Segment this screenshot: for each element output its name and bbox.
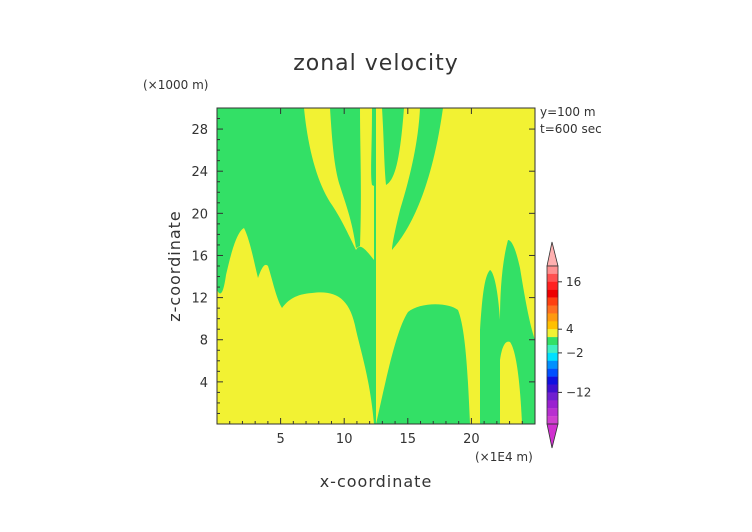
region-yellow-left <box>217 228 374 424</box>
y-axis-ticks: 4 8 12 16 20 24 28 <box>191 118 535 414</box>
colorbar-band <box>547 273 558 282</box>
colorbar-band <box>547 352 558 361</box>
annotation-y: y=100 m <box>540 105 596 119</box>
y-tick-label: 12 <box>191 292 208 307</box>
region-yellow-right-main <box>376 108 535 424</box>
colorbar-frame <box>546 265 559 425</box>
y-unit-label: (×1000 m) <box>143 78 208 92</box>
region-yellow-center-top <box>304 108 374 260</box>
y-tick-label: 20 <box>191 207 208 222</box>
x-tick-label: 15 <box>400 432 417 447</box>
colorbar-band <box>547 345 558 354</box>
region-yellow-right-strip <box>500 341 522 424</box>
colorbar-band <box>547 376 558 385</box>
colorbar-band <box>547 400 558 409</box>
colorbar-tick-label: −12 <box>566 385 591 399</box>
colorbar-bottom-arrow <box>546 423 559 449</box>
y-tick-label: 24 <box>191 165 208 180</box>
colorbar-band <box>547 297 558 306</box>
x-tick-label: 20 <box>463 432 480 447</box>
y-tick-label: 8 <box>200 334 208 349</box>
colorbar-tick-label: 16 <box>566 275 581 289</box>
x-tick-label: 5 <box>276 432 284 447</box>
colorbar-band <box>547 305 558 314</box>
colorbar-band <box>547 384 558 393</box>
y-tick-label: 16 <box>191 249 208 264</box>
colorbar-band <box>547 392 558 401</box>
colorbar-band <box>547 313 558 322</box>
x-unit-label: (×1E4 m) <box>475 450 533 464</box>
colorbar-band <box>547 368 558 377</box>
x-axis-ticks: 5 10 15 20 <box>229 108 523 447</box>
colorbar-band <box>547 416 558 425</box>
annotation-t: t=600 sec <box>540 122 602 136</box>
colorbar-band <box>547 266 558 275</box>
plot-area <box>217 108 535 424</box>
y-tick-label: 4 <box>200 376 208 391</box>
colorbar-band <box>547 408 558 417</box>
colorbar-band <box>547 360 558 369</box>
x-tick-label: 10 <box>336 432 353 447</box>
colorbar-band <box>547 321 558 330</box>
colorbar-ticks: 16 4 −2 −12 <box>558 275 591 399</box>
colorbar: 16 4 −2 −12 <box>546 241 591 449</box>
colorbar-band <box>547 337 558 346</box>
x-axis-label: x-coordinate <box>320 472 433 491</box>
colorbar-tick-label: −2 <box>566 346 584 360</box>
colorbar-band <box>547 281 558 290</box>
colorbar-bands <box>547 266 558 425</box>
colorbar-band <box>547 329 558 338</box>
colorbar-top-arrow <box>546 241 559 267</box>
colorbar-tick-label: 4 <box>566 322 574 336</box>
y-tick-label: 28 <box>191 123 208 138</box>
chart-title: zonal velocity <box>293 51 459 76</box>
colorbar-band <box>547 289 558 298</box>
y-axis-label: z-coordinate <box>165 210 184 322</box>
